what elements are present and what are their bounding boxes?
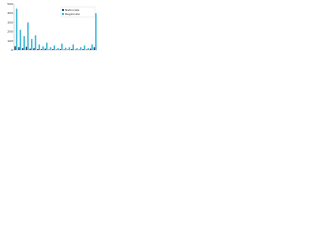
bar [37, 49, 39, 50]
bar [70, 49, 73, 50]
legend-box [60, 6, 96, 18]
bar [30, 38, 33, 50]
bar [33, 48, 35, 50]
bar [49, 47, 52, 50]
bar [25, 46, 28, 50]
bar [95, 13, 97, 50]
legend-label: Nationale [65, 8, 80, 12]
bar [44, 48, 47, 50]
bar [82, 49, 84, 50]
page: {"chart_data":{"type":"bar", "categories… [0, 0, 320, 72]
bar [72, 44, 74, 50]
y-tick-label: 100 [7, 39, 13, 43]
y-tick-label: 500 [7, 2, 13, 6]
bar [46, 42, 48, 50]
bar [61, 43, 63, 50]
y-tick-label: 0 [11, 48, 13, 52]
bar [64, 47, 67, 50]
bar [93, 47, 96, 50]
bar [80, 47, 82, 50]
bar [57, 48, 59, 50]
bar [21, 48, 24, 50]
bar [15, 8, 18, 51]
bar [27, 22, 29, 50]
legend-label: Regionale [65, 12, 80, 16]
bar [53, 45, 56, 50]
bar [19, 29, 22, 50]
bar [18, 47, 20, 50]
bar [42, 46, 44, 50]
legend-swatch [62, 13, 64, 15]
y-tick-label: 300 [7, 20, 13, 24]
bar [68, 47, 71, 50]
bar [59, 49, 62, 50]
bar [23, 36, 25, 50]
bar [38, 44, 41, 50]
bar [34, 35, 37, 50]
bar [87, 48, 90, 50]
bar [91, 44, 93, 50]
bar [83, 45, 86, 50]
legend-swatch [62, 9, 64, 11]
bar [14, 46, 16, 50]
bar [29, 48, 31, 50]
bar [40, 49, 43, 50]
bar [76, 48, 78, 50]
bar [89, 48, 92, 50]
y-tick-label: 200 [7, 30, 13, 34]
bar [52, 49, 54, 50]
y-tick-label: 400 [7, 11, 13, 15]
